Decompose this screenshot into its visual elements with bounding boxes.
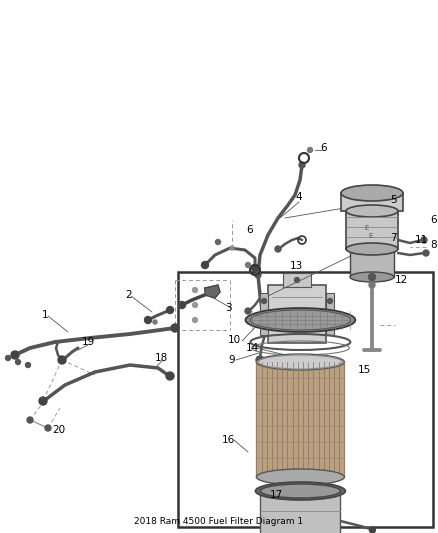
- Circle shape: [166, 306, 173, 313]
- Ellipse shape: [255, 482, 346, 500]
- Circle shape: [421, 237, 427, 243]
- Circle shape: [192, 287, 198, 293]
- Circle shape: [58, 356, 66, 364]
- Ellipse shape: [251, 310, 350, 330]
- Circle shape: [179, 302, 186, 309]
- Ellipse shape: [245, 308, 355, 332]
- Circle shape: [275, 246, 281, 252]
- Bar: [350, 249, 394, 277]
- Circle shape: [256, 356, 264, 364]
- Circle shape: [25, 362, 31, 367]
- Text: 15: 15: [358, 365, 371, 375]
- Circle shape: [251, 264, 258, 271]
- Circle shape: [39, 397, 47, 405]
- Circle shape: [171, 324, 179, 332]
- Circle shape: [368, 273, 375, 280]
- Circle shape: [27, 417, 33, 423]
- Bar: [346, 211, 398, 249]
- Circle shape: [328, 298, 332, 303]
- Ellipse shape: [346, 205, 398, 217]
- Text: 3: 3: [225, 303, 232, 313]
- Text: 17: 17: [270, 490, 283, 500]
- Circle shape: [230, 246, 234, 250]
- Text: 14: 14: [246, 343, 259, 353]
- Text: 1: 1: [42, 310, 49, 320]
- Circle shape: [261, 298, 266, 303]
- Text: 11: 11: [415, 235, 428, 245]
- Bar: [326, 293, 334, 335]
- Text: 2018 Ram 4500 Fuel Filter Diagram 1: 2018 Ram 4500 Fuel Filter Diagram 1: [134, 517, 304, 526]
- Circle shape: [245, 308, 251, 314]
- Circle shape: [15, 359, 21, 365]
- Text: 18: 18: [155, 353, 168, 363]
- Text: 6: 6: [246, 225, 253, 235]
- Text: E: E: [368, 233, 372, 239]
- Polygon shape: [256, 362, 344, 477]
- Ellipse shape: [256, 469, 344, 485]
- Text: 13: 13: [290, 261, 303, 271]
- Circle shape: [11, 351, 19, 359]
- Ellipse shape: [350, 272, 394, 282]
- Circle shape: [369, 527, 375, 533]
- Circle shape: [192, 303, 198, 308]
- Circle shape: [215, 239, 220, 245]
- Circle shape: [192, 318, 198, 322]
- Circle shape: [145, 317, 152, 324]
- Text: 19: 19: [82, 337, 95, 347]
- Circle shape: [201, 262, 208, 269]
- Text: 4: 4: [295, 192, 302, 202]
- Text: 6: 6: [430, 215, 437, 225]
- Ellipse shape: [346, 243, 398, 255]
- Circle shape: [255, 272, 261, 278]
- Bar: [261, 491, 340, 533]
- Circle shape: [166, 372, 174, 380]
- Text: E: E: [364, 225, 368, 231]
- Text: 8: 8: [430, 240, 437, 250]
- Circle shape: [294, 278, 300, 282]
- Circle shape: [328, 322, 332, 327]
- Circle shape: [261, 322, 266, 327]
- Text: 2: 2: [125, 290, 132, 300]
- Ellipse shape: [261, 484, 340, 498]
- Text: 6: 6: [320, 143, 327, 153]
- Ellipse shape: [256, 354, 344, 370]
- Text: 5: 5: [390, 195, 397, 205]
- Bar: [178, 272, 433, 527]
- Bar: [283, 273, 311, 287]
- Circle shape: [153, 320, 157, 324]
- Text: 16: 16: [222, 435, 235, 445]
- Circle shape: [6, 356, 11, 360]
- Circle shape: [369, 282, 375, 288]
- Circle shape: [246, 262, 251, 268]
- Circle shape: [299, 162, 305, 168]
- Text: 12: 12: [395, 275, 408, 285]
- Bar: [260, 293, 268, 335]
- Circle shape: [261, 321, 268, 328]
- Circle shape: [307, 148, 312, 152]
- Text: 10: 10: [228, 335, 241, 345]
- Text: 20: 20: [52, 425, 65, 435]
- Circle shape: [45, 425, 51, 431]
- Bar: [268, 285, 326, 343]
- Bar: [341, 193, 403, 211]
- Text: 7: 7: [390, 233, 397, 243]
- Ellipse shape: [341, 185, 403, 201]
- Text: 9: 9: [228, 355, 235, 365]
- Polygon shape: [205, 285, 220, 298]
- Circle shape: [423, 250, 429, 256]
